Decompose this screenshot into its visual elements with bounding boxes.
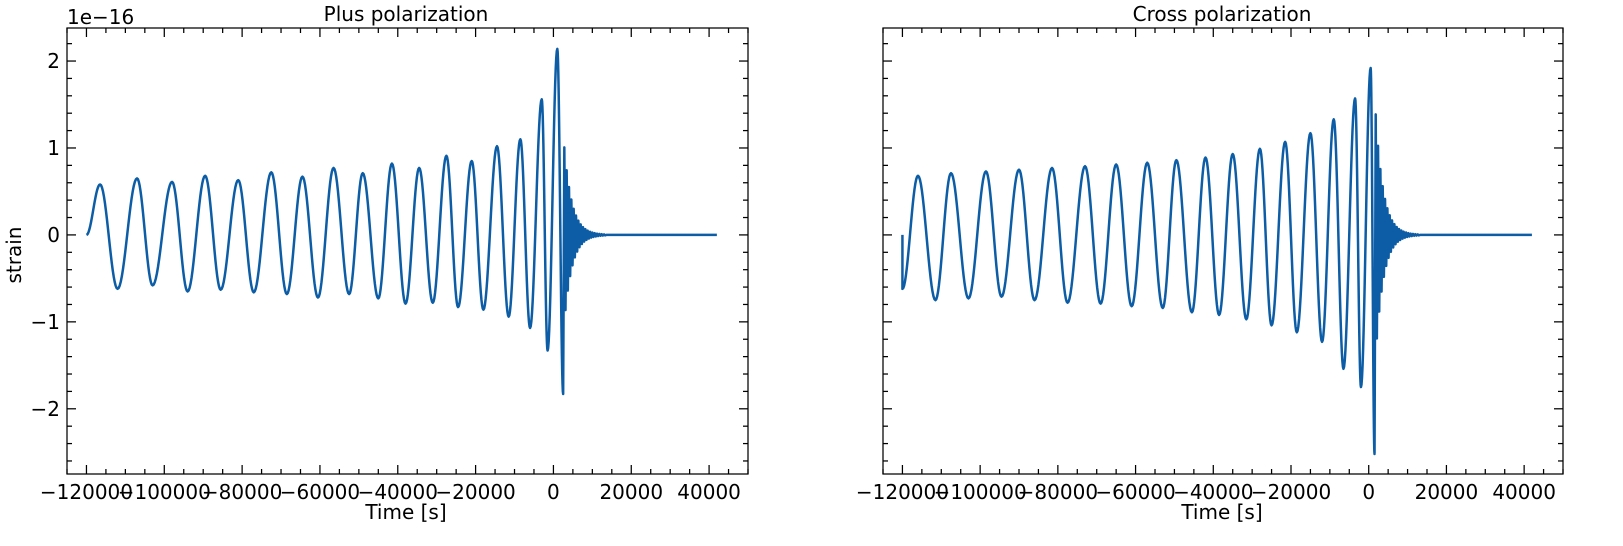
x-tick-label: −120000 [856, 480, 949, 504]
y-tick-label: 2 [47, 49, 60, 73]
chart-title-plus: Plus polarization [324, 2, 489, 26]
panel-plus: Plus polarization 1e−16 strain Time [s] … [2, 2, 749, 524]
x-tick-label: −40000 [358, 480, 438, 504]
panel-cross: Cross polarization Time [s] −120000−1000… [856, 2, 1564, 524]
y-tick-label: 0 [47, 223, 60, 247]
chart-title-cross: Cross polarization [1133, 2, 1312, 26]
x-tick-label: 40000 [1492, 480, 1556, 504]
y-tick-label: 1 [47, 136, 60, 160]
x-tick-label: 0 [547, 480, 560, 504]
axis-ticks-plus: −120000−100000−80000−60000−40000−20000 0 2… [31, 28, 749, 504]
y-tick-label: −1 [31, 310, 60, 334]
x-axis-label-plus: Time [s] [364, 500, 446, 524]
x-tick-label: −80000 [202, 480, 282, 504]
plot-frame-cross [882, 27, 1564, 475]
y-axis-label: strain [2, 227, 26, 284]
x-tick-label: −100000 [934, 480, 1027, 504]
y-tick-label: −2 [31, 397, 60, 421]
axis-ticks-cross: −120000−100000−80000−60000−40000−20000 0 2… [856, 28, 1564, 504]
y-offset-label: 1e−16 [67, 5, 134, 29]
x-tick-label: 40000 [677, 480, 741, 504]
series-line-cross [901, 66, 1532, 456]
x-tick-label: −120000 [40, 480, 133, 504]
x-tick-label: −40000 [1173, 480, 1253, 504]
x-tick-label: 0 [1362, 480, 1375, 504]
x-tick-label: −100000 [118, 480, 211, 504]
x-tick-label: 20000 [1415, 480, 1479, 504]
x-tick-label: −80000 [1018, 480, 1098, 504]
series-line-plus [85, 47, 717, 396]
x-tick-label: −20000 [435, 480, 515, 504]
x-axis-label-cross: Time [s] [1180, 500, 1262, 524]
plot-frame-plus [66, 27, 749, 475]
x-tick-label: 20000 [599, 480, 663, 504]
x-tick-label: −60000 [1095, 480, 1175, 504]
x-tick-label: −60000 [280, 480, 360, 504]
x-tick-label: −20000 [1251, 480, 1331, 504]
